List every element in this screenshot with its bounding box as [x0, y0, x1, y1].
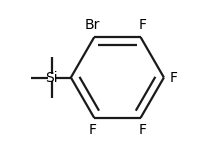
Text: F: F: [89, 123, 97, 137]
Text: Si: Si: [45, 71, 58, 84]
Text: F: F: [138, 18, 146, 32]
Text: Br: Br: [85, 18, 100, 32]
Text: F: F: [169, 71, 177, 84]
Text: F: F: [138, 123, 146, 137]
